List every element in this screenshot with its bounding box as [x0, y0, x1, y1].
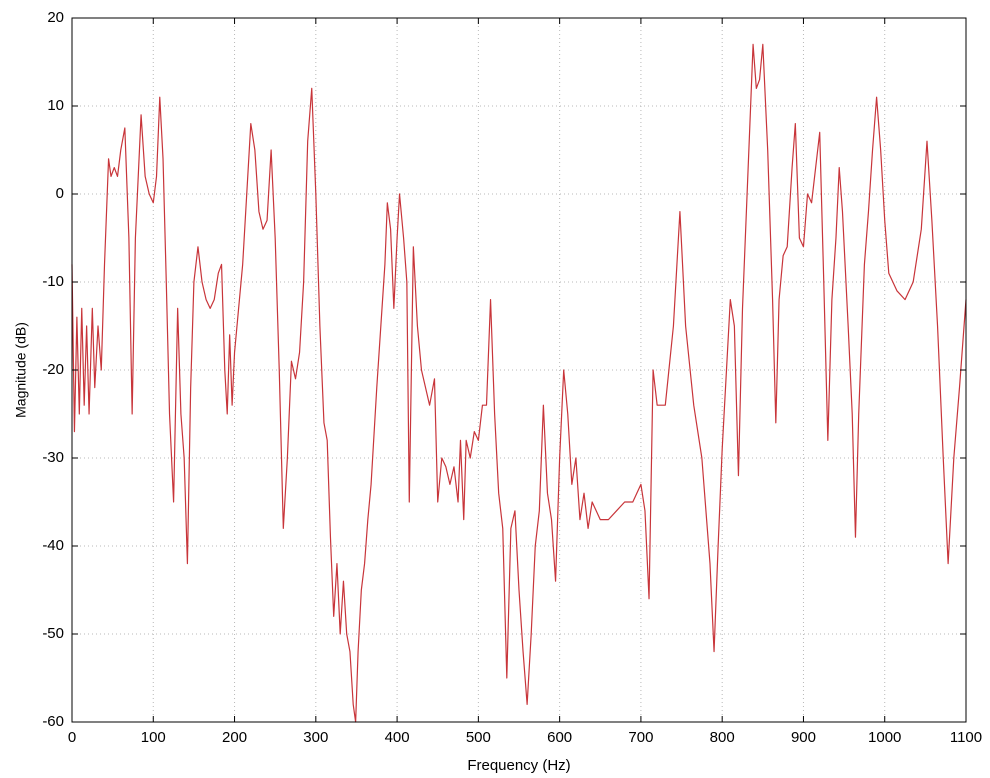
x-tick-label: 1100	[950, 729, 982, 746]
y-tick-label: -40	[42, 537, 64, 554]
data-line	[71, 43, 967, 723]
y-tick-label: 0	[56, 185, 64, 202]
x-tick-label: 200	[222, 729, 247, 746]
y-axis-label: Magnitude (dB)	[13, 322, 29, 418]
x-tick-label: 100	[141, 729, 166, 746]
y-tick-label: -10	[42, 273, 64, 290]
x-tick-label: 1000	[868, 729, 901, 746]
y-tick-label: 20	[47, 9, 64, 26]
y-tick-label: -50	[42, 625, 64, 642]
x-tick-label: 300	[303, 729, 328, 746]
x-tick-label: 800	[710, 729, 735, 746]
x-axis-label: Frequency (Hz)	[467, 757, 570, 774]
x-tick-label: 700	[628, 729, 653, 746]
x-tick-label: 600	[547, 729, 572, 746]
y-tick-label: -20	[42, 361, 64, 378]
plot-area	[72, 18, 966, 722]
y-tick-label: 10	[47, 97, 64, 114]
y-tick-label: -60	[42, 713, 64, 730]
x-tick-label: 900	[791, 729, 816, 746]
x-tick-label: 500	[466, 729, 491, 746]
x-tick-label: 0	[68, 729, 76, 746]
y-tick-label: -30	[42, 449, 64, 466]
x-tick-label: 400	[385, 729, 410, 746]
